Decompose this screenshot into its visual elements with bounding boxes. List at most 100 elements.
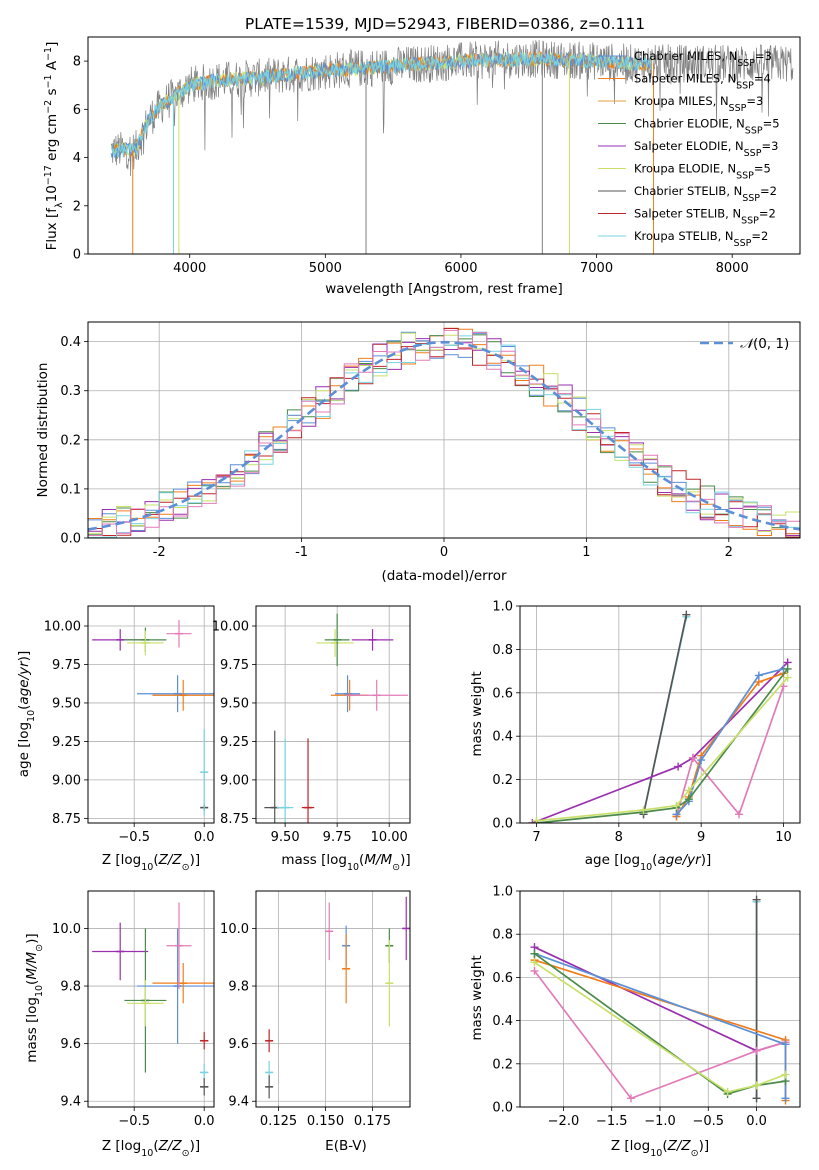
legend-entry: Chabrier STELIB, NSSP=2 <box>634 184 777 204</box>
spectrum-xlabel: wavelength [Angstrom, rest frame] <box>325 281 563 297</box>
spectrum-ylabel: Flux [fλ10−17 erg cm−2 s−1 A−1] <box>43 42 65 251</box>
spectrum-frame <box>87 36 801 255</box>
weight-vs-age-series-3 <box>675 686 785 817</box>
residuals-ylabel: Normed distribution <box>35 363 51 498</box>
residuals-ytick-label: 0.2 <box>60 433 81 448</box>
weight_vs_Z-xtick-label: −1.5 <box>596 1114 628 1129</box>
age-vs-mass-errorbar <box>324 613 350 667</box>
weight-vs-z-series-6 <box>534 952 786 1095</box>
weight_vs_age-xtick-label: 7 <box>532 830 540 845</box>
weight_vs_Z-xtick-label: −1.0 <box>644 1114 676 1129</box>
residuals-xtick-label: 2 <box>725 545 733 560</box>
weight-vs-age-xlabel: age [log10(age/yr)] <box>585 852 711 873</box>
mass_vs_ebv-xtick-label: 0.175 <box>354 1114 391 1129</box>
age_vs_mass-plot <box>264 613 408 823</box>
age_vs_mass-ytick-label: 10.00 <box>212 620 249 635</box>
mass_vs_ebv-ytick-label: 9.4 <box>228 1095 249 1110</box>
weight_vs_Z-ytick-label: 0.4 <box>492 1014 513 1029</box>
mass-vs-z-errorbar <box>166 902 192 989</box>
age_vs_Z-xtick-label: 0.0 <box>194 830 215 845</box>
weight-vs-age-marker <box>684 795 693 804</box>
weight-vs-z-xlabel: Z [log10(Z/Z⊙)] <box>611 1138 709 1159</box>
age_vs_mass-xtick-label: 10.00 <box>371 830 408 845</box>
age_vs_mass-ytick-label: 9.50 <box>220 696 249 711</box>
mass_vs_ebv-ytick-label: 9.6 <box>228 1037 249 1052</box>
mass_vs_Z-ytick-label: 9.6 <box>60 1037 81 1052</box>
weight-vs-age-series-7 <box>536 677 789 822</box>
residuals-xtick-label: -1 <box>295 545 308 560</box>
mass_vs_ebv-plot <box>265 896 410 1099</box>
spectrum-ytick-label: 4 <box>73 151 81 166</box>
legend-entry: Kroupa STELIB, NSSP=2 <box>634 229 768 249</box>
spectrum-xtick-label: 6000 <box>444 261 477 276</box>
age_vs_Z-axes: −0.5 0.0 8.75 9.00 9.25 9.50 9.75 10.00 <box>44 605 215 845</box>
svg-text:age [log10(age/yr)]: age [log10(age/yr)] <box>16 651 37 777</box>
age_vs_mass-ytick-label: 9.25 <box>220 735 249 750</box>
spectrum-ytick-label: 6 <box>73 103 81 118</box>
legend-entry: Kroupa MILES, NSSP=3 <box>634 94 763 114</box>
age-vs-z-errorbar <box>127 630 164 656</box>
model-kroupa-stelib-line <box>110 50 651 158</box>
weight-vs-age-marker <box>688 753 697 762</box>
observed-spectrum-line <box>110 39 794 177</box>
age_vs_Z-ytick-label: 9.00 <box>52 773 81 788</box>
figure-title: PLATE=1539, MJD=52943, FIBERID=0386, z=0… <box>245 15 645 33</box>
age-vs-z-errorbar <box>200 729 209 816</box>
weight-vs-z-series-7 <box>534 961 786 1093</box>
weight-vs-z-series-3 <box>533 970 786 1100</box>
age-vs-z-frame <box>87 605 215 824</box>
weight-vs-age-marker <box>697 756 706 765</box>
weight_vs_Z-xtick-label: 0.0 <box>746 1114 767 1129</box>
spectrum-legend: Chabrier MILES, NSSP=3 Salpeter MILES, NS… <box>598 49 780 249</box>
mass-vs-ebv-errorbar <box>265 1029 274 1053</box>
age_vs_Z-plot <box>92 619 214 816</box>
weight_vs_Z-ytick-label: 0.8 <box>492 928 513 943</box>
weight-vs-age-series-1 <box>642 614 688 815</box>
mass_vs_ebv-axes: 0.125 0.150 0.175 9.4 9.6 9.8 10.0 <box>220 890 411 1129</box>
legend-entry: Kroupa ELODIE, NSSP=5 <box>634 162 771 182</box>
residuals-ytick-label: 0.4 <box>60 335 81 350</box>
residual-histogram-7 <box>88 329 800 536</box>
mass-vs-ebv-xlabel: E(B-V) <box>325 1138 367 1154</box>
age_vs_Z-ytick-label: 8.75 <box>52 812 81 827</box>
weight-vs-age-marker <box>528 819 537 823</box>
spectrum-xtick-label: 5000 <box>309 261 342 276</box>
spectrum-ytick-label: 2 <box>73 199 81 214</box>
weight-vs-z-frame <box>519 890 801 1108</box>
legend-entry: Salpeter STELIB, NSSP=2 <box>634 207 776 227</box>
weight-vs-age-marker <box>674 762 683 771</box>
legend-entry: Chabrier ELODIE, NSSP=5 <box>634 117 780 137</box>
weight-vs-z-marker <box>723 1087 732 1096</box>
weight_vs_age-xtick-label: 9 <box>697 830 705 845</box>
weight-vs-age-frame <box>519 605 801 824</box>
age-vs-z-xlabel: Z [log10(Z/Z⊙)] <box>102 852 200 873</box>
age_vs_Z-ytick-label: 9.75 <box>52 658 81 673</box>
spectrum-xtick-label: 8000 <box>716 261 749 276</box>
age_vs_mass-ytick-label: 9.75 <box>220 658 249 673</box>
mass_vs_Z-plot <box>92 902 214 1096</box>
age-vs-mass-frame <box>255 605 411 824</box>
age-vs-mass-errorbar <box>345 679 408 711</box>
weight_vs_Z-xtick-label: −0.5 <box>692 1114 724 1129</box>
weight_vs_age-ytick-label: 0.2 <box>492 773 513 788</box>
mass_vs_ebv-ytick-label: 9.8 <box>228 980 249 995</box>
age-vs-mass-errorbar <box>301 738 315 823</box>
weight_vs_age-axes: 7 8 9 10 0.0 0.2 0.4 0.6 0.8 1.0 <box>492 600 801 845</box>
age-vs-mass-xlabel: mass [log10(M/M⊙)] <box>281 852 410 873</box>
mass-vs-ebv-frame <box>255 890 411 1108</box>
residuals-frame <box>87 321 801 539</box>
weight_vs_Z-ytick-label: 0.0 <box>492 1101 513 1116</box>
age-vs-mass-errorbar <box>351 629 394 651</box>
mass_vs_ebv-xtick-label: 0.150 <box>307 1114 344 1129</box>
mass-vs-ebv-errorbar <box>385 939 394 1027</box>
weight-vs-age-marker <box>783 664 792 673</box>
age_vs_mass-xtick-label: 9.75 <box>323 830 352 845</box>
weight-vs-z-marker <box>530 958 539 967</box>
weight_vs_Z-ytick-label: 0.6 <box>492 971 513 986</box>
mass_vs_ebv-ytick-label: 10.0 <box>220 922 249 937</box>
weight-vs-age-ylabel: mass weight <box>469 671 485 756</box>
weight-vs-age-marker <box>639 805 648 814</box>
legend-entry: Chabrier MILES, NSSP=3 <box>634 49 772 69</box>
mass-vs-ebv-errorbar <box>402 896 410 961</box>
